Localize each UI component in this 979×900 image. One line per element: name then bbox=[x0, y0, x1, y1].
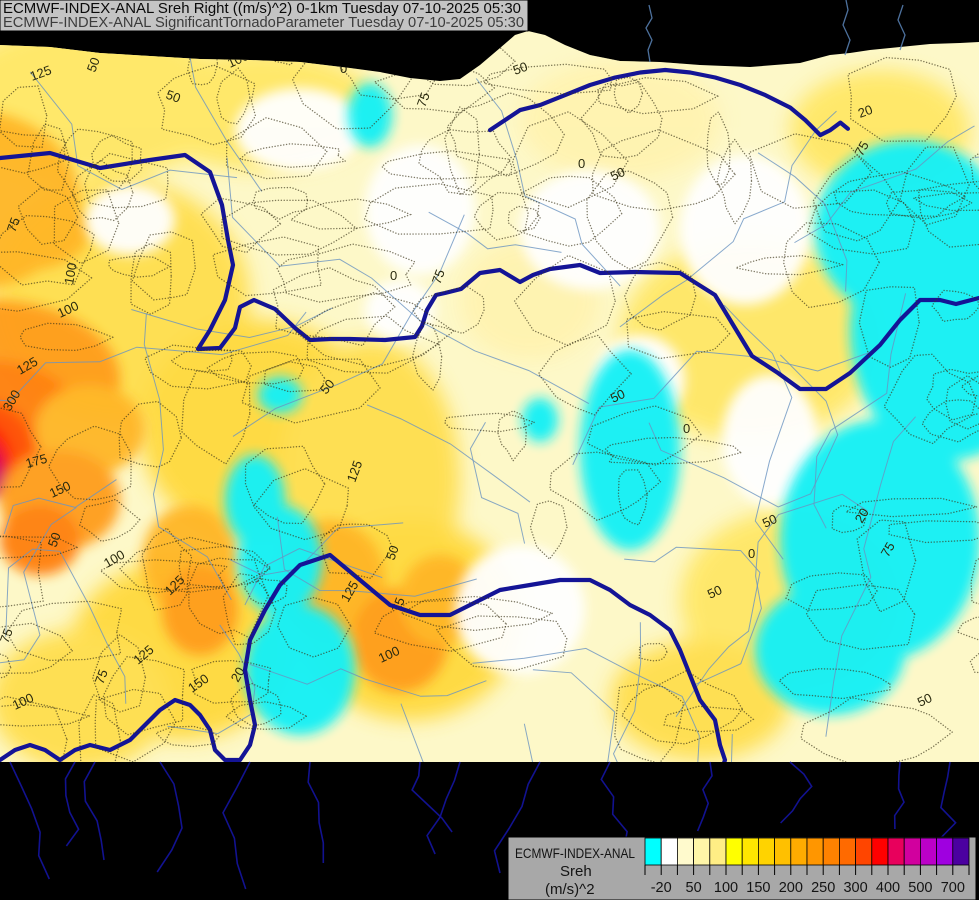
svg-text:150: 150 bbox=[746, 880, 770, 896]
svg-text:100: 100 bbox=[714, 880, 738, 896]
svg-text:500: 500 bbox=[908, 880, 932, 896]
svg-text:0: 0 bbox=[683, 421, 690, 436]
svg-text:50: 50 bbox=[686, 880, 702, 896]
svg-text:Sreh: Sreh bbox=[560, 863, 592, 880]
svg-text:ECMWF-INDEX-ANAL SignificantTo: ECMWF-INDEX-ANAL SignificantTornadoParam… bbox=[3, 15, 524, 31]
svg-text:0: 0 bbox=[578, 156, 585, 171]
svg-text:(m/s)^2: (m/s)^2 bbox=[545, 881, 595, 898]
svg-text:400: 400 bbox=[876, 880, 900, 896]
svg-text:-20: -20 bbox=[651, 880, 672, 896]
svg-text:0: 0 bbox=[748, 546, 755, 561]
svg-text:0: 0 bbox=[390, 268, 397, 283]
svg-text:300: 300 bbox=[843, 880, 867, 896]
svg-text:ECMWF-INDEX-ANAL: ECMWF-INDEX-ANAL bbox=[515, 845, 635, 861]
svg-text:250: 250 bbox=[811, 880, 835, 896]
svg-text:700: 700 bbox=[941, 880, 965, 896]
svg-text:200: 200 bbox=[779, 880, 803, 896]
